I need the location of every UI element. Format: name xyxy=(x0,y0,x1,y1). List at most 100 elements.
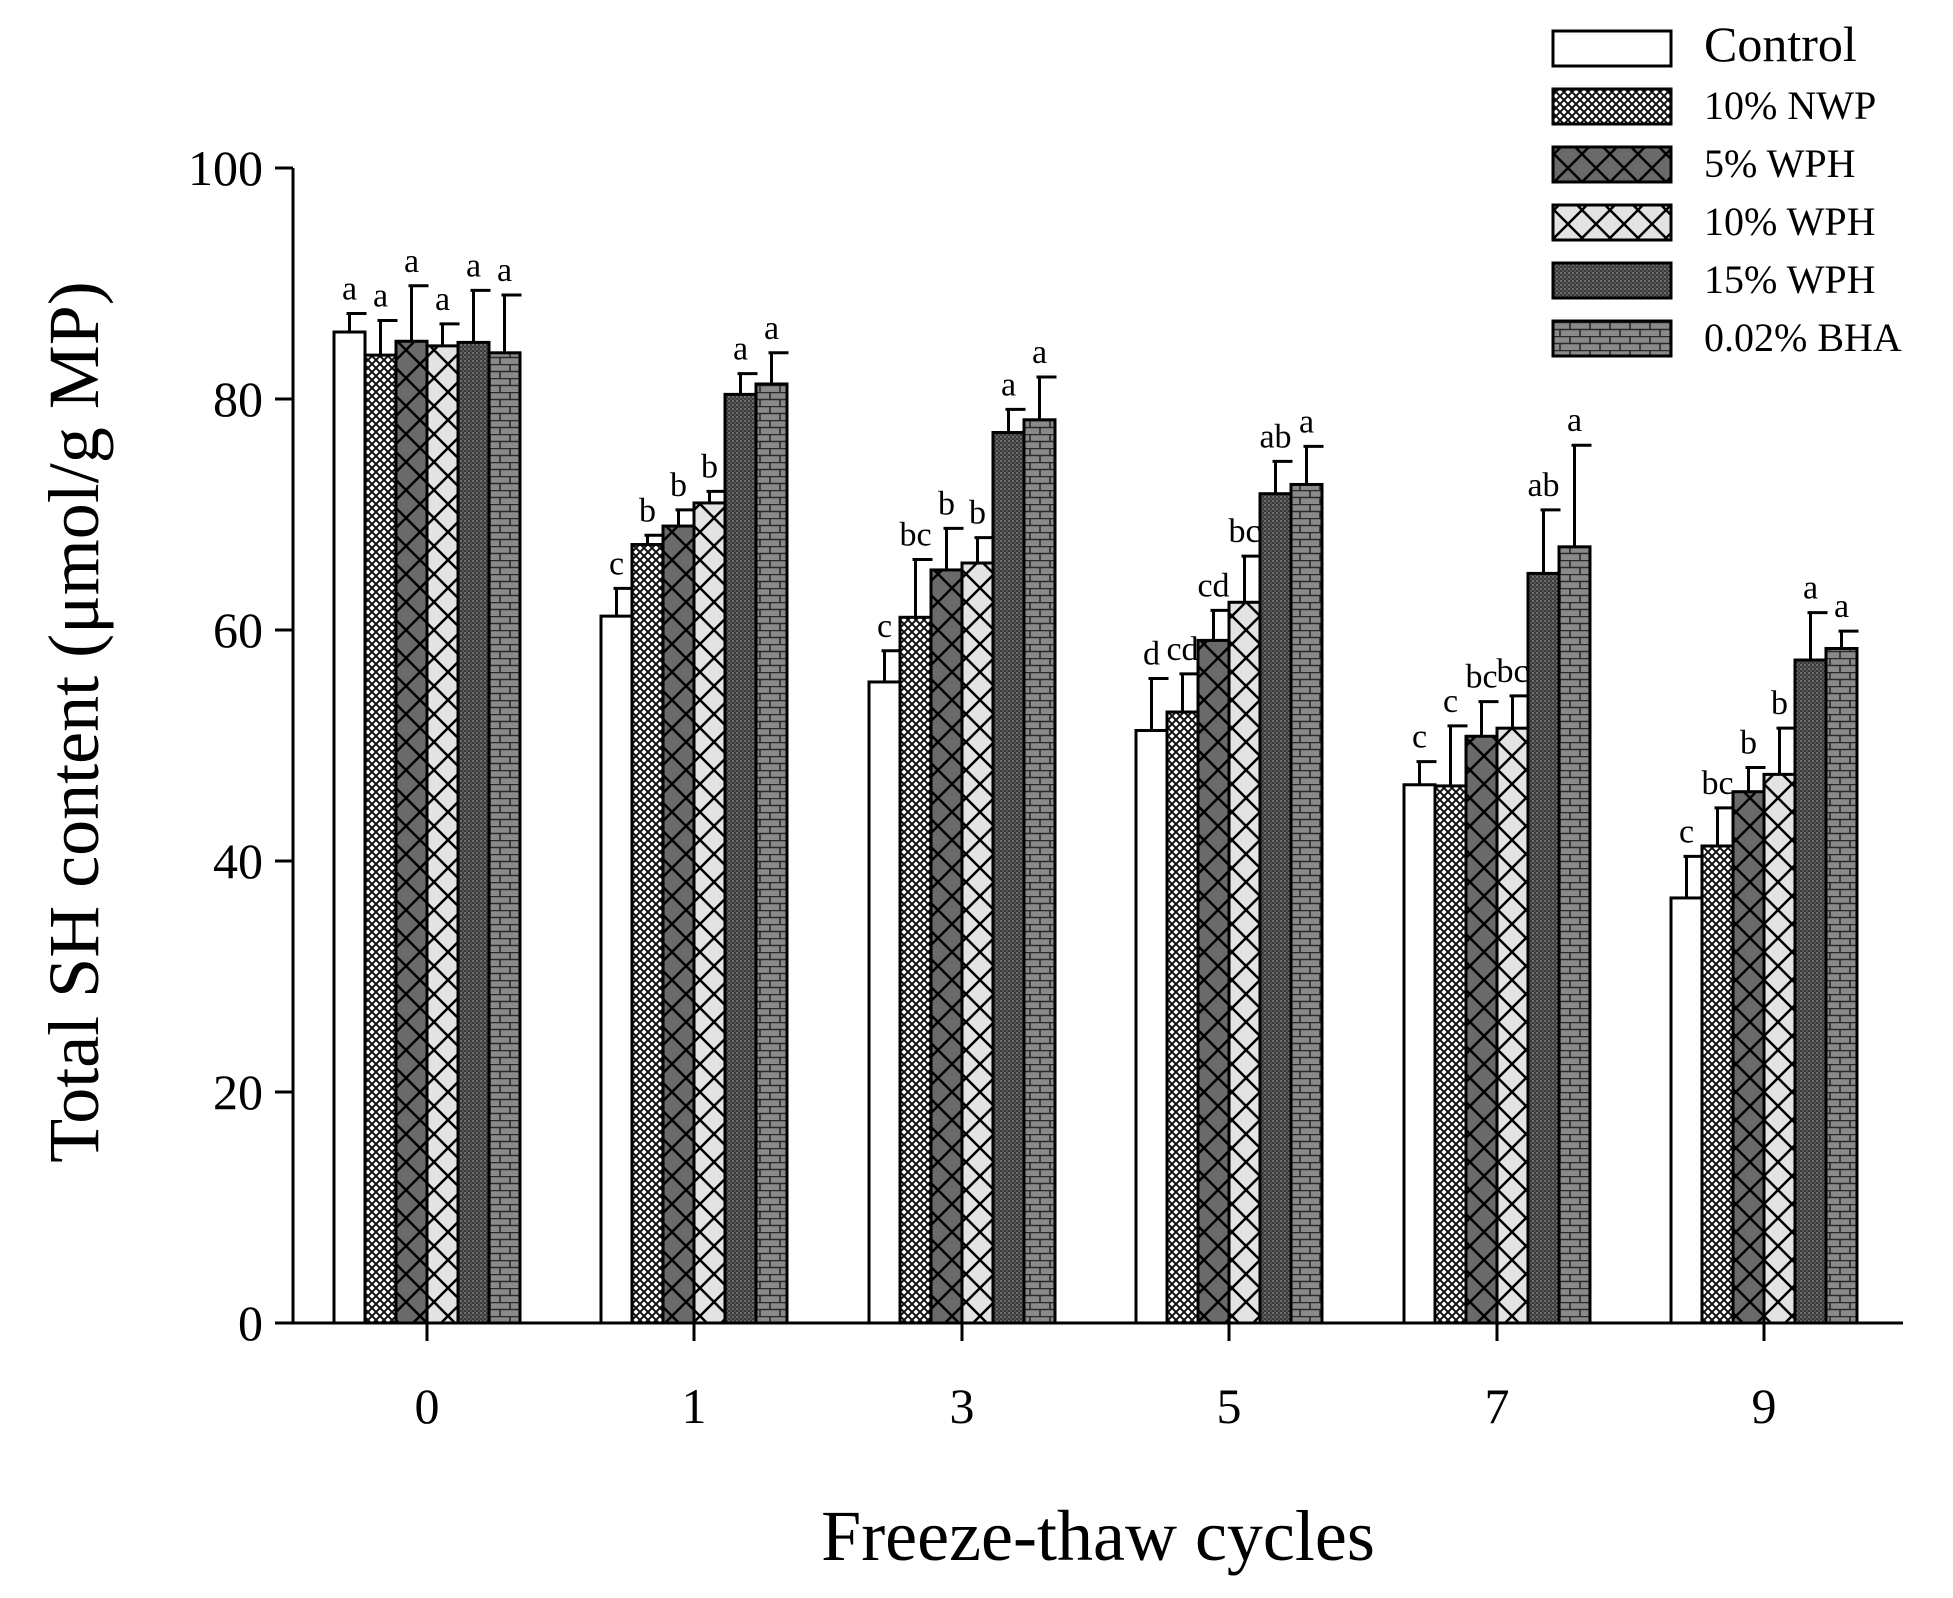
y-tick-label: 60 xyxy=(213,602,263,658)
bar xyxy=(1196,638,1231,1325)
legend-label: 15% WPH xyxy=(1704,257,1875,302)
bar xyxy=(363,353,398,1325)
x-axis-title: Freeze-thaw cycles xyxy=(821,1496,1375,1576)
legend-label: 0.02% BHA xyxy=(1704,315,1902,360)
legend: Control 10% NWP 5% WPH 10% WPH 15% WPH 0.02% … xyxy=(1551,16,1902,360)
bar xyxy=(394,339,429,1325)
bar xyxy=(1793,658,1828,1325)
legend-label: Control xyxy=(1704,16,1857,72)
y-tick-label: 100 xyxy=(188,140,263,196)
significance-label: c xyxy=(1443,683,1458,720)
bar xyxy=(1464,734,1499,1325)
legend-label: 10% NWP xyxy=(1704,83,1876,128)
legend-swatch xyxy=(1551,87,1673,126)
legend-item: 15% WPH xyxy=(1551,257,1875,302)
bar xyxy=(1762,772,1797,1325)
legend-swatch xyxy=(1551,261,1673,300)
bar xyxy=(1433,784,1468,1325)
bar xyxy=(692,501,727,1325)
bar xyxy=(1526,571,1561,1325)
significance-label: a xyxy=(466,247,481,284)
x-tick-label: 0 xyxy=(415,1378,440,1434)
legend-swatch xyxy=(1551,319,1673,358)
significance-label: a xyxy=(733,331,748,368)
significance-label: b xyxy=(1771,685,1788,722)
significance-label: cd xyxy=(1197,567,1229,604)
y-tick-label: 0 xyxy=(238,1295,263,1351)
significance-label: b xyxy=(670,467,687,504)
bar xyxy=(991,430,1026,1325)
legend-label: 10% WPH xyxy=(1704,199,1875,244)
bar xyxy=(630,543,665,1325)
significance-label: bc xyxy=(1228,513,1260,550)
x-tick-label: 5 xyxy=(1217,1378,1242,1434)
significance-label: a xyxy=(373,277,388,314)
significance-label: c xyxy=(1412,719,1427,756)
significance-label: bc xyxy=(1496,653,1528,690)
significance-label: ab xyxy=(1527,467,1559,504)
x-tick-label: 1 xyxy=(682,1378,707,1434)
bar xyxy=(456,340,491,1325)
x-tick-label: 7 xyxy=(1485,1378,1510,1434)
bar xyxy=(1557,545,1592,1325)
legend-item: 10% NWP xyxy=(1551,83,1876,128)
y-axis-title: Total SH content (μmol/g MP) xyxy=(34,281,114,1163)
significance-label: bc xyxy=(899,517,931,554)
significance-label: b xyxy=(701,448,718,485)
bar xyxy=(1165,710,1200,1325)
legend-item: 0.02% BHA xyxy=(1551,315,1902,360)
bar xyxy=(1824,646,1859,1325)
legend-item: 5% WPH xyxy=(1551,141,1855,186)
x-tick-label: 9 xyxy=(1752,1378,1777,1434)
legend-swatch xyxy=(1551,145,1673,184)
significance-label: a xyxy=(404,243,419,280)
bar xyxy=(487,351,522,1325)
bar xyxy=(1022,418,1057,1325)
bar xyxy=(1495,726,1530,1325)
significance-label: b xyxy=(1740,724,1757,761)
bar xyxy=(867,680,902,1325)
bar xyxy=(1289,482,1324,1325)
legend-item: 10% WPH xyxy=(1551,199,1875,244)
bar xyxy=(332,330,367,1325)
significance-label: a xyxy=(1803,570,1818,607)
bar xyxy=(754,382,789,1325)
significance-label: ab xyxy=(1259,418,1291,455)
bar xyxy=(1258,492,1293,1325)
significance-label: a xyxy=(1001,366,1016,403)
bar xyxy=(898,615,933,1325)
bar xyxy=(1700,844,1735,1325)
x-tick-label: 3 xyxy=(950,1378,975,1434)
bar xyxy=(425,344,460,1325)
bar xyxy=(1227,600,1262,1325)
significance-label: a xyxy=(497,252,512,289)
significance-label: b xyxy=(969,495,986,532)
significance-label: bc xyxy=(1701,765,1733,802)
bar xyxy=(1402,783,1437,1325)
y-tick-label: 20 xyxy=(213,1064,263,1120)
legend-swatch xyxy=(1551,29,1673,68)
y-tick-label: 80 xyxy=(213,371,263,427)
significance-label: a xyxy=(1834,588,1849,625)
bar xyxy=(723,392,758,1325)
bar xyxy=(960,561,995,1325)
bar xyxy=(599,614,634,1325)
significance-label: a xyxy=(1299,403,1314,440)
significance-label: a xyxy=(764,310,779,347)
significance-label: d xyxy=(1143,636,1160,673)
significance-label: b xyxy=(639,492,656,529)
significance-label: cd xyxy=(1166,631,1198,668)
significance-label: c xyxy=(877,608,892,645)
legend-item: Control xyxy=(1551,16,1857,72)
axes: 0 20 40 60 80 100 0 1 3 5 7 9 Freeze-thaw cycles Tota… xyxy=(34,140,1903,1576)
significance-label: bc xyxy=(1465,659,1497,696)
significance-label: a xyxy=(435,281,450,318)
legend-swatch xyxy=(1551,203,1673,242)
significance-label: c xyxy=(609,545,624,582)
significance-label: b xyxy=(938,485,955,522)
